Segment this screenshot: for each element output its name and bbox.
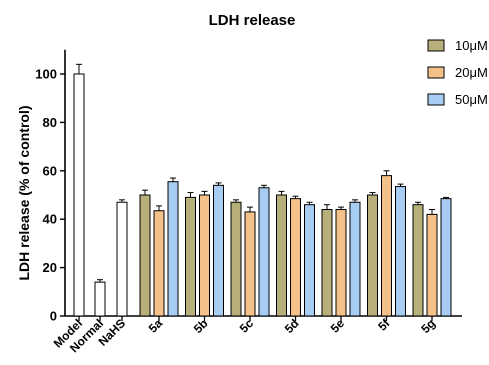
series-bar [213, 184, 224, 317]
series-bar [426, 213, 438, 317]
bars [73, 63, 452, 317]
series-bar [290, 198, 301, 317]
control-bar [116, 201, 128, 317]
series-bar [230, 201, 242, 317]
series-bar [153, 210, 165, 317]
x-tick-label: 5d [282, 316, 302, 336]
series-bar [412, 204, 424, 317]
x-tick-label: 5a [146, 316, 166, 336]
chart-title: LDH release [209, 12, 296, 29]
series-bar [199, 194, 210, 317]
series-bar [258, 187, 270, 317]
x-tick-label: 5g [418, 316, 438, 336]
control-bar [94, 281, 106, 317]
y-axis-label: LDH release (% of control) [16, 105, 32, 280]
series-bar [335, 209, 347, 317]
legend-label: 20μM [455, 65, 488, 80]
series-bar [321, 209, 333, 317]
control-bar [73, 73, 85, 317]
x-tick-label: 5f [375, 316, 393, 334]
series-bar [185, 196, 196, 317]
series-bar [381, 175, 392, 317]
y-tick-label: 20 [43, 260, 57, 275]
series-bar [167, 181, 179, 317]
y-tick-label: 0 [50, 309, 57, 324]
series-bar [367, 194, 378, 317]
legend-swatch [427, 39, 445, 52]
series-bar [139, 194, 151, 317]
y-tick-label: 40 [43, 212, 57, 227]
legend-label: 10μM [455, 38, 488, 53]
legend: 10μM 20μM 50μM [427, 38, 488, 107]
series-bar [304, 204, 315, 317]
y-tick-label: 60 [43, 163, 57, 178]
x-tick-label: 5c [237, 316, 257, 336]
series-bar [395, 186, 406, 317]
series-bar [440, 198, 452, 317]
legend-swatch [427, 93, 445, 106]
series-bar [349, 201, 361, 317]
x-tick-label: 5b [191, 316, 211, 336]
legend-label: 50μM [455, 92, 488, 107]
series-bar [244, 211, 256, 317]
y-tick-label: 80 [43, 115, 57, 130]
series-bar [276, 194, 287, 317]
legend-swatch [427, 66, 445, 79]
y-tick-label: 100 [35, 67, 57, 82]
x-tick-label: 5e [328, 316, 348, 336]
